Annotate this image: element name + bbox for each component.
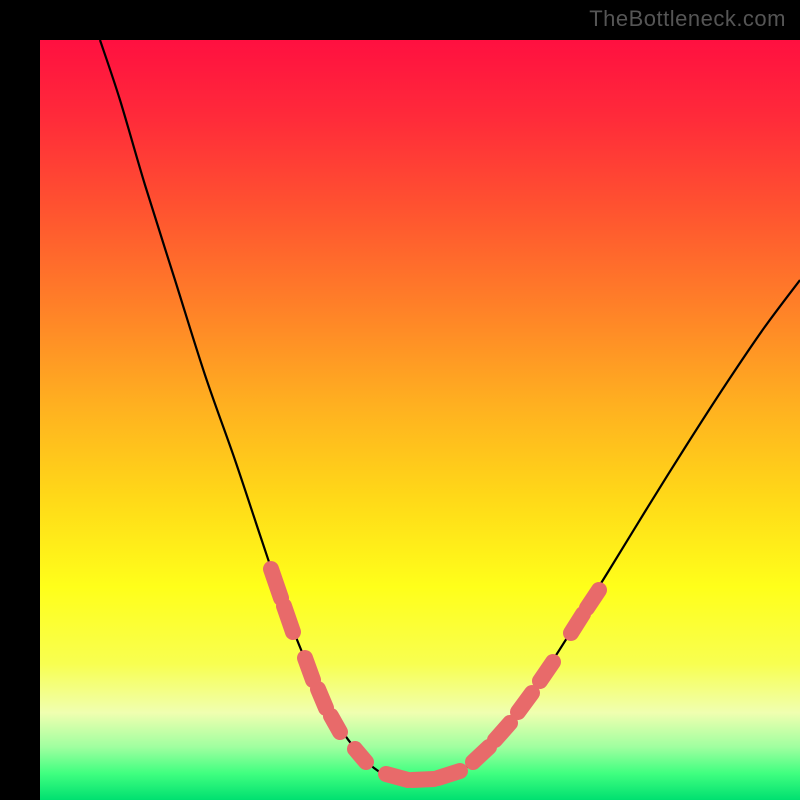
chart-svg	[40, 40, 800, 800]
chart-plot-area	[40, 40, 800, 800]
curve-marker	[587, 590, 599, 608]
gradient-background	[40, 40, 800, 800]
curve-marker	[473, 747, 489, 762]
curve-marker	[540, 662, 553, 681]
curve-marker	[571, 614, 583, 633]
curve-marker	[495, 723, 510, 740]
curve-marker	[438, 771, 460, 778]
curve-marker	[318, 689, 326, 708]
curve-marker	[355, 749, 366, 762]
curve-marker	[331, 716, 340, 732]
curve-marker	[284, 606, 293, 632]
curve-marker	[271, 569, 281, 598]
watermark-text: TheBottleneck.com	[589, 6, 786, 32]
curve-marker	[305, 658, 313, 680]
curve-marker	[518, 693, 532, 712]
